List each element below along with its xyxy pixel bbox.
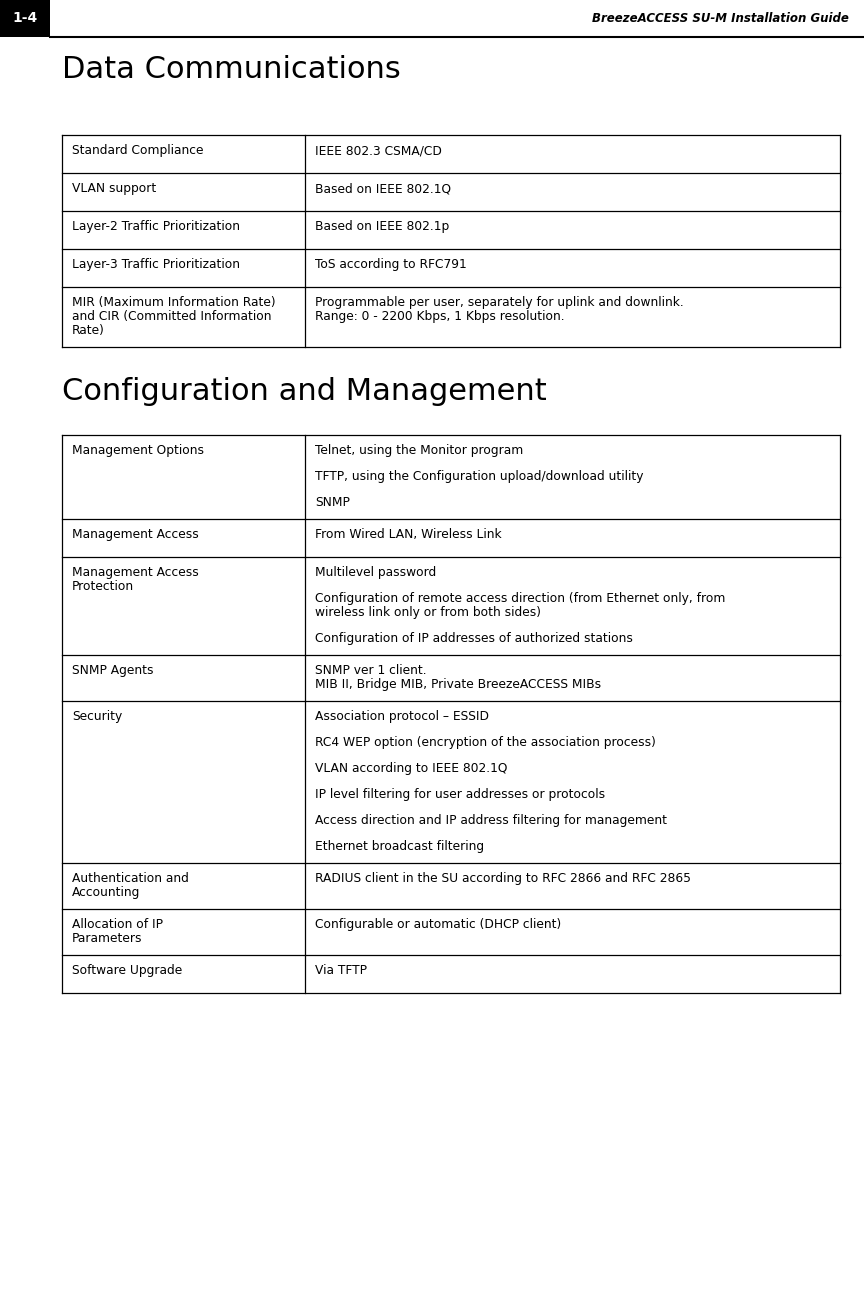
Text: Rate): Rate) — [72, 324, 105, 337]
Text: SNMP ver 1 client.: SNMP ver 1 client. — [315, 665, 427, 678]
Text: RC4 WEP option (encryption of the association process): RC4 WEP option (encryption of the associ… — [315, 736, 656, 749]
Text: Based on IEEE 802.1Q: Based on IEEE 802.1Q — [315, 182, 451, 195]
Text: Configuration of remote access direction (from Ethernet only, from: Configuration of remote access direction… — [315, 592, 726, 605]
Text: Accounting: Accounting — [72, 886, 140, 899]
Text: 1-4: 1-4 — [12, 12, 38, 26]
Text: Security: Security — [72, 710, 122, 723]
Text: SNMP: SNMP — [315, 496, 350, 509]
Bar — [0, 0, 50, 36]
Text: Multilevel password: Multilevel password — [315, 566, 436, 579]
Text: Access direction and IP address filtering for management: Access direction and IP address filterin… — [315, 814, 667, 827]
Text: ToS according to RFC791: ToS according to RFC791 — [315, 258, 467, 271]
Text: Configuration and Management: Configuration and Management — [62, 377, 547, 407]
Text: Software Upgrade: Software Upgrade — [72, 964, 182, 977]
Text: Standard Compliance: Standard Compliance — [72, 145, 204, 156]
Text: Telnet, using the Monitor program: Telnet, using the Monitor program — [315, 444, 524, 457]
Text: Ethernet broadcast filtering: Ethernet broadcast filtering — [315, 840, 484, 853]
Text: IP level filtering for user addresses or protocols: IP level filtering for user addresses or… — [315, 788, 605, 801]
Text: Layer-2 Traffic Prioritization: Layer-2 Traffic Prioritization — [72, 220, 240, 233]
Text: and CIR (Committed Information: and CIR (Committed Information — [72, 310, 271, 323]
Text: Allocation of IP: Allocation of IP — [72, 919, 163, 932]
Text: BreezeACCESS SU-M Installation Guide: BreezeACCESS SU-M Installation Guide — [592, 12, 849, 25]
Text: Configurable or automatic (DHCP client): Configurable or automatic (DHCP client) — [315, 919, 562, 932]
Text: Protection: Protection — [72, 580, 134, 593]
Text: Configuration of IP addresses of authorized stations: Configuration of IP addresses of authori… — [315, 632, 632, 645]
Text: Management Access: Management Access — [72, 528, 199, 541]
Text: Parameters: Parameters — [72, 932, 143, 945]
Text: TFTP, using the Configuration upload/download utility: TFTP, using the Configuration upload/dow… — [315, 470, 644, 483]
Text: VLAN according to IEEE 802.1Q: VLAN according to IEEE 802.1Q — [315, 762, 507, 775]
Text: Range: 0 - 2200 Kbps, 1 Kbps resolution.: Range: 0 - 2200 Kbps, 1 Kbps resolution. — [315, 310, 565, 323]
Text: Programmable per user, separately for uplink and downlink.: Programmable per user, separately for up… — [315, 296, 683, 309]
Text: Based on IEEE 802.1p: Based on IEEE 802.1p — [315, 220, 449, 233]
Text: Via TFTP: Via TFTP — [315, 964, 367, 977]
Text: RADIUS client in the SU according to RFC 2866 and RFC 2865: RADIUS client in the SU according to RFC… — [315, 872, 691, 885]
Text: wireless link only or from both sides): wireless link only or from both sides) — [315, 606, 541, 619]
Text: MIR (Maximum Information Rate): MIR (Maximum Information Rate) — [72, 296, 276, 309]
Text: IEEE 802.3 CSMA/CD: IEEE 802.3 CSMA/CD — [315, 145, 442, 156]
Text: Authentication and: Authentication and — [72, 872, 189, 885]
Text: VLAN support: VLAN support — [72, 182, 156, 195]
Text: Management Options: Management Options — [72, 444, 204, 457]
Text: Management Access: Management Access — [72, 566, 199, 579]
Text: Layer-3 Traffic Prioritization: Layer-3 Traffic Prioritization — [72, 258, 240, 271]
Text: Data Communications: Data Communications — [62, 55, 401, 83]
Text: MIB II, Bridge MIB, Private BreezeACCESS MIBs: MIB II, Bridge MIB, Private BreezeACCESS… — [315, 678, 601, 691]
Text: From Wired LAN, Wireless Link: From Wired LAN, Wireless Link — [315, 528, 502, 541]
Text: SNMP Agents: SNMP Agents — [72, 665, 154, 678]
Text: Association protocol – ESSID: Association protocol – ESSID — [315, 710, 489, 723]
